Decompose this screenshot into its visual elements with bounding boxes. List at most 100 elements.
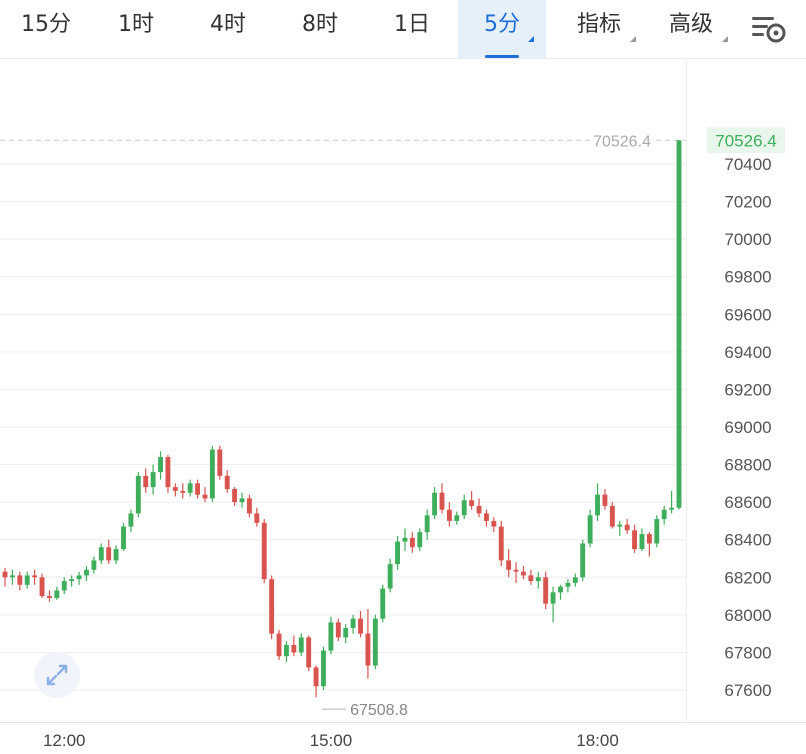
candle-body [469,500,475,506]
candle-body [669,507,675,510]
candle [372,614,378,670]
candle [439,483,445,514]
candle [276,629,282,660]
candle-body [165,457,171,488]
tab-advanced[interactable]: 高级 [652,0,730,58]
candle-body [254,513,260,523]
candle-body [121,526,126,550]
candle-body [432,492,438,516]
chart-settings-icon[interactable] [748,8,792,48]
candle [469,490,475,510]
candle [654,515,660,548]
candle [306,635,312,672]
candle-body [424,515,430,533]
y-tick-label: 70000 [724,230,771,249]
tab-1h[interactable]: 1时 [92,0,180,58]
candle [209,445,215,503]
tab-label: 8时 [302,12,338,37]
candle-body [498,526,504,561]
candle-body [46,596,52,598]
candle-body [17,575,23,585]
candle [528,569,534,585]
candle-body [180,490,186,493]
candle [535,571,541,589]
candle [217,445,223,480]
candle-body [558,586,563,593]
candle [46,590,52,602]
candle-body [195,483,201,495]
candle-body [632,530,638,550]
tab-8h[interactable]: 8时 [276,0,364,58]
candle [646,532,652,557]
candle [91,556,97,574]
y-tick-label: 68000 [724,606,771,625]
candle [128,509,134,533]
y-tick-label: 70200 [724,193,771,212]
candle [632,524,638,553]
candle [150,464,156,495]
y-tick-label: 68800 [724,456,771,475]
candle-body [372,618,378,666]
tab-label: 1日 [394,12,430,37]
candle-body [550,592,556,604]
candle-body [2,571,8,578]
candle [343,624,349,644]
candle [572,573,578,587]
last-price-line-label: 70526.4 [593,133,651,150]
candle [513,562,519,583]
candle [239,492,245,508]
candle [558,584,563,600]
tab-indicators[interactable]: 指标 [560,0,638,58]
candle-body [69,579,75,582]
y-tick-label: 67600 [724,681,771,700]
candle-body [365,633,371,666]
tab-4h[interactable]: 4时 [184,0,272,58]
candle-body [358,618,363,634]
candle [476,498,482,518]
candle-body [380,588,386,619]
candle [17,571,23,591]
candle-body [676,140,682,508]
last-price-value: 70526.4 [715,131,776,150]
candle [232,487,238,506]
candle-body [269,579,275,634]
candle-body [461,500,467,516]
candle [624,519,630,535]
candle [143,468,149,493]
tab-label: 1时 [118,12,154,37]
candle [609,502,615,529]
candle-body [143,475,149,488]
candle-body [543,577,549,604]
candle-body [535,577,541,582]
candle [365,609,371,679]
candle [409,532,415,553]
candle-body [654,519,660,544]
candle [521,566,526,580]
candle-body [61,581,67,591]
candle-body [580,543,586,578]
tab-1d[interactable]: 1日 [368,0,456,58]
candle-body [98,547,104,561]
y-tick-label: 70400 [724,155,771,174]
y-tick-label: 68200 [724,568,771,587]
candle [9,569,15,585]
tab-5min[interactable]: 5分 [458,0,546,58]
dropdown-caret-icon [528,36,534,42]
candle-body [209,449,215,499]
candle [432,487,438,520]
candle-body [135,475,141,514]
candle [172,483,178,497]
expand-arrows-icon[interactable] [34,652,80,698]
candle-body [150,472,156,488]
candle [380,584,386,623]
candle-body [639,534,645,550]
candle-body [239,498,245,503]
candle-body [224,475,230,489]
candle [202,487,208,503]
candle-body [158,457,163,473]
tab-15min[interactable]: 15分 [2,0,90,58]
candle [424,509,430,540]
candle [661,505,667,525]
active-tab-indicator [485,55,519,58]
